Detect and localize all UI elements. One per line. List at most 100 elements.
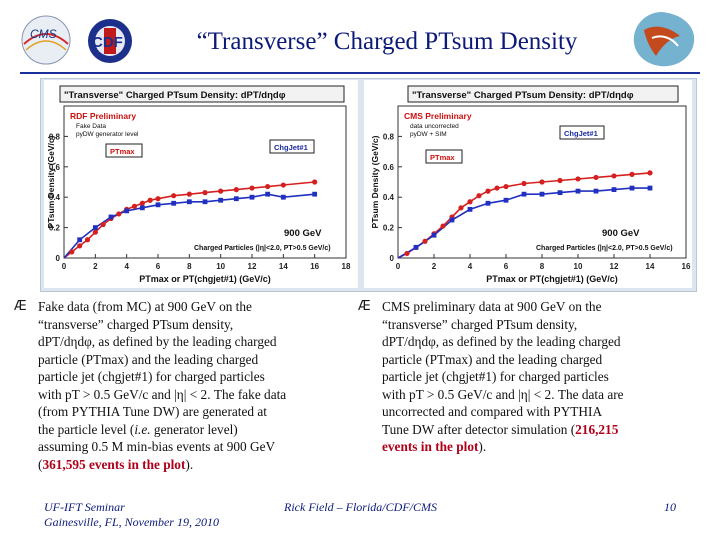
left-line-8: the particle level (i.e. generator level… <box>38 421 354 439</box>
preliminary-label: RDF Preliminary <box>70 111 136 121</box>
cms-logo: CMS <box>21 15 71 65</box>
left-line-8b: i.e. <box>134 421 151 437</box>
left-line-8c: generator level) <box>150 421 238 437</box>
left-line-8a: the particle level ( <box>38 421 135 437</box>
left-plot: "Transverse" Charged PTsum Density: dPT/… <box>44 80 358 288</box>
chgjet-point <box>413 244 419 250</box>
left-line-1: Fake data (from MC) at 900 GeV on the <box>38 299 252 314</box>
ptmax-point <box>92 229 98 235</box>
chgjet-point <box>611 187 617 192</box>
ptmax-point <box>476 193 482 199</box>
ptmax-point <box>593 174 599 181</box>
chgjet-point <box>485 200 491 206</box>
y-tick-label: 0.8 <box>383 132 395 141</box>
sub-label: Fake Data <box>76 123 106 130</box>
x-tick-label: 2 <box>432 262 437 271</box>
ptmax-label: PTmax <box>430 153 455 162</box>
chgjet-box <box>559 125 605 140</box>
ptmax-point <box>404 250 410 257</box>
x-tick-label: 10 <box>574 262 583 271</box>
chgjet-point <box>186 199 192 205</box>
bullet-icon: Æ <box>14 299 27 314</box>
chgjet-point <box>171 200 177 206</box>
chgjet-point <box>557 190 563 196</box>
right-line-9c: ). <box>478 439 487 454</box>
right-description: Æ CMS preliminary data at 900 GeV on the… <box>358 298 708 456</box>
left-description: Æ Fake data (from MC) at 900 GeV on the … <box>14 298 354 473</box>
y-axis-label: PTsum Density (GeV/c) <box>370 135 380 228</box>
right-line-9: events in the plot <box>382 439 479 454</box>
chgjet-point <box>202 199 208 205</box>
left-line-5: particle jet (chgjet#1) for charged part… <box>38 369 265 384</box>
right-line-7: uncorrected and compared with PYTHIA <box>382 404 603 419</box>
bullet-icon: Æ <box>358 299 371 314</box>
chgjet-point <box>629 185 635 191</box>
right-line-4: particle (PTmax) and the leading charged <box>382 351 603 367</box>
y-tick-label: 0.4 <box>49 193 61 202</box>
y-tick-label: 0.6 <box>49 163 61 172</box>
y-tick-label: 0.2 <box>49 224 61 233</box>
chgjet-point <box>467 206 473 212</box>
ptmax-label: PTmax <box>110 147 135 156</box>
chgjet-point <box>218 197 224 203</box>
ptmax-point <box>312 179 318 185</box>
x-axis-label: PTmax or PT(chgjet#1) (GeV/c) <box>486 274 618 284</box>
ptmax-point <box>494 185 500 191</box>
y-tick-label: 0 <box>390 254 395 263</box>
energy-label: 900 GeV <box>284 228 322 239</box>
chgjet-point <box>647 185 653 191</box>
ptmax-point <box>84 237 91 243</box>
chgjet-point <box>312 191 318 197</box>
page-title: “Transverse” Charged PTsum Density <box>196 28 578 55</box>
chgjet-point <box>124 208 130 214</box>
footer-date: Gainesville, FL, November 19, 2010 <box>44 515 219 529</box>
ptmax-point <box>116 211 122 217</box>
ptmax-point <box>147 197 153 203</box>
left-line-4: particle (PTmax) and the leading charged <box>38 351 259 367</box>
left-line-2: “transverse” charged PTsum density, <box>38 316 234 332</box>
ptmax-point <box>69 249 75 255</box>
right-line-2: “transverse” charged PTsum density, <box>382 316 578 332</box>
right-event-count: 216,215 <box>575 421 619 437</box>
x-tick-label: 14 <box>646 262 655 271</box>
left-line-10: (361,595 events in the plot). <box>38 456 354 474</box>
ptmax-point <box>521 180 527 187</box>
right-line-5: particle jet (chgjet#1) for charged part… <box>382 369 609 384</box>
chgjet-point <box>539 191 545 197</box>
ptmax-point <box>611 173 617 179</box>
x-tick-label: 16 <box>310 262 319 271</box>
footer-author: Rick Field – Florida/CDF/CMS <box>284 500 437 514</box>
header: CMS CDF “Transverse” Charged PTsum Densi… <box>0 0 720 80</box>
ptmax-point <box>155 196 161 202</box>
cdf-logo: CDF <box>88 19 132 63</box>
y-tick-label: 0.2 <box>383 224 395 233</box>
chgjet-point <box>503 197 509 203</box>
left-line-10a: ( <box>38 456 43 472</box>
x-tick-label: 6 <box>504 262 509 271</box>
ptmax-point <box>629 171 635 177</box>
chgjet-point <box>575 188 581 194</box>
right-line-6: with pT > 0.5 GeV/c and |η| < 2. The dat… <box>382 386 624 402</box>
sub-label: data uncorrected <box>410 123 459 130</box>
ptmax-point <box>539 179 545 185</box>
chgjet-point <box>431 232 437 238</box>
x-tick-label: 14 <box>279 262 288 271</box>
left-line-9: assuming 0.5 M min-bias events at 900 Ge… <box>38 439 276 454</box>
ptmax-point <box>503 183 509 190</box>
x-axis-label: PTmax or PT(chgjet#1) (GeV/c) <box>139 274 271 284</box>
plot-frame <box>63 105 347 259</box>
cuts-label: Charged Particles (|η|<2.0, PT>0.5 GeV/c… <box>536 245 673 252</box>
ptmax-point <box>100 221 106 228</box>
left-line-10c: ). <box>185 456 194 472</box>
ptmax-point <box>171 193 177 199</box>
x-tick-label: 8 <box>187 262 192 271</box>
ptmax-point <box>557 177 563 184</box>
right-line-3: dPT/dηdφ, as defined by the leading char… <box>382 334 621 349</box>
plot-frame <box>397 105 687 259</box>
ptmax-point <box>458 205 464 211</box>
chgjet-label: ChgJet#1 <box>274 143 308 152</box>
x-tick-label: 8 <box>540 262 545 271</box>
ptmax-box <box>425 149 463 164</box>
ptmax-point <box>202 190 208 196</box>
cdf-logo-text: CDF <box>92 34 123 51</box>
